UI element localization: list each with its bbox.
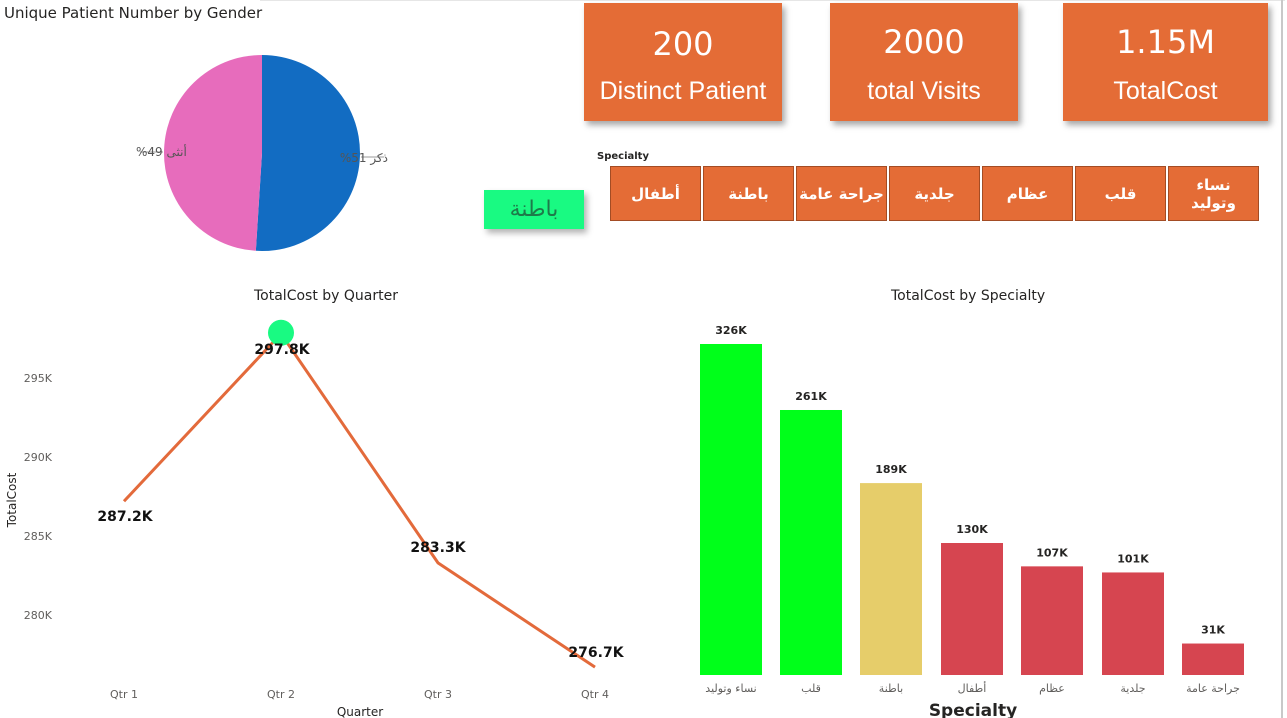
- data-label: 107K: [1036, 546, 1068, 559]
- kpi-value: 200: [652, 25, 714, 63]
- x-tick-label: Qtr 2: [267, 688, 295, 701]
- pie-label-female: أنثى 49%: [136, 144, 187, 159]
- kpi-card-distinct-patient: 200 Distinct Patient: [584, 3, 782, 121]
- quarter-line-chart[interactable]: 280K 285K 290K 295K TotalCost Qtr 1 Qtr 2 Qtr 3…: [0, 300, 640, 718]
- x-tick-label: Qtr 1: [110, 688, 138, 701]
- kpi-card-total-cost: 1.15M TotalCost: [1063, 3, 1268, 121]
- data-label: 326K: [715, 324, 747, 337]
- slicer-title: Specialty: [597, 151, 649, 162]
- x-tick-label: Qtr 4: [581, 688, 609, 701]
- kpi-card-total-visits: 2000 total Visits: [830, 3, 1018, 121]
- slicer-button-orthopedics[interactable]: عظام: [982, 166, 1073, 221]
- x-tick-label: أطفال: [958, 681, 987, 695]
- slicer-button-cardiology[interactable]: قلب: [1075, 166, 1166, 221]
- pie-slice-male[interactable]: [255, 55, 361, 251]
- gender-chart-title: Unique Patient Number by Gender: [4, 4, 263, 22]
- bar[interactable]: [1102, 572, 1164, 675]
- y-tick-label: 295K: [24, 372, 53, 385]
- x-tick-label: Qtr 3: [424, 688, 452, 701]
- x-tick-label: قلب: [801, 682, 821, 695]
- bar[interactable]: [860, 483, 922, 675]
- y-axis-title: TotalCost: [5, 472, 19, 528]
- specialty-chart-title: TotalCost by Specialty: [891, 288, 1046, 304]
- pie-label-male: ذكر 51%: [340, 151, 388, 166]
- specialty-bar-chart[interactable]: 326K نساء وتوليد 261K قلب 189K باطنة 130K أطفال…: [680, 300, 1280, 718]
- bar[interactable]: [941, 543, 1003, 675]
- pie-slice-female[interactable]: [164, 55, 262, 251]
- data-label: 287.2K: [97, 509, 153, 525]
- x-tick-label: عظام: [1039, 682, 1065, 695]
- selected-specialty-card[interactable]: باطنة: [484, 190, 584, 229]
- kpi-label: TotalCost: [1113, 77, 1218, 105]
- line-series: [122, 331, 596, 669]
- x-tick-label: جلدية: [1120, 682, 1145, 695]
- bar[interactable]: [1182, 643, 1244, 675]
- data-label: 130K: [956, 523, 988, 536]
- data-label: 261K: [795, 390, 827, 403]
- data-label: 276.7K: [568, 645, 624, 661]
- x-axis-title: Quarter: [337, 705, 383, 718]
- slicer-button-atfal[interactable]: أطفال: [610, 166, 701, 221]
- data-label: 189K: [875, 463, 907, 476]
- kpi-label: total Visits: [867, 77, 981, 105]
- y-tick-label: 290K: [24, 451, 53, 464]
- data-label: 297.8K: [254, 342, 310, 358]
- data-label: 31K: [1201, 624, 1225, 637]
- kpi-value: 1.15M: [1116, 23, 1215, 61]
- bar[interactable]: [1021, 566, 1083, 675]
- y-tick-label: 280K: [24, 609, 53, 622]
- x-tick-label: جراحة عامة: [1186, 682, 1240, 695]
- kpi-value: 2000: [883, 23, 965, 61]
- canvas-top-border: [260, 0, 1285, 1]
- x-tick-label: باطنة: [879, 682, 903, 695]
- data-label: 101K: [1117, 552, 1149, 565]
- bar[interactable]: [780, 409, 842, 675]
- slicer-button-batna[interactable]: باطنة: [703, 166, 794, 221]
- slicer-button-dermatology[interactable]: جلدية: [889, 166, 980, 221]
- x-axis-title: Specialty: [929, 701, 1017, 718]
- bar[interactable]: [700, 344, 762, 675]
- kpi-label: Distinct Patient: [599, 77, 767, 105]
- gender-pie-chart[interactable]: أنثى 49% ذكر 51%: [0, 40, 480, 270]
- highlight-point: [268, 319, 294, 346]
- slicer-button-obgyn[interactable]: نساء وتوليد: [1168, 166, 1259, 221]
- quarter-chart-title: TotalCost by Quarter: [254, 288, 398, 304]
- canvas-right-border: [1281, 0, 1283, 718]
- data-label: 283.3K: [410, 540, 466, 556]
- slicer-button-general-surgery[interactable]: جراحة عامة: [796, 166, 887, 221]
- y-tick-label: 285K: [24, 530, 53, 543]
- x-tick-label: نساء وتوليد: [705, 682, 756, 695]
